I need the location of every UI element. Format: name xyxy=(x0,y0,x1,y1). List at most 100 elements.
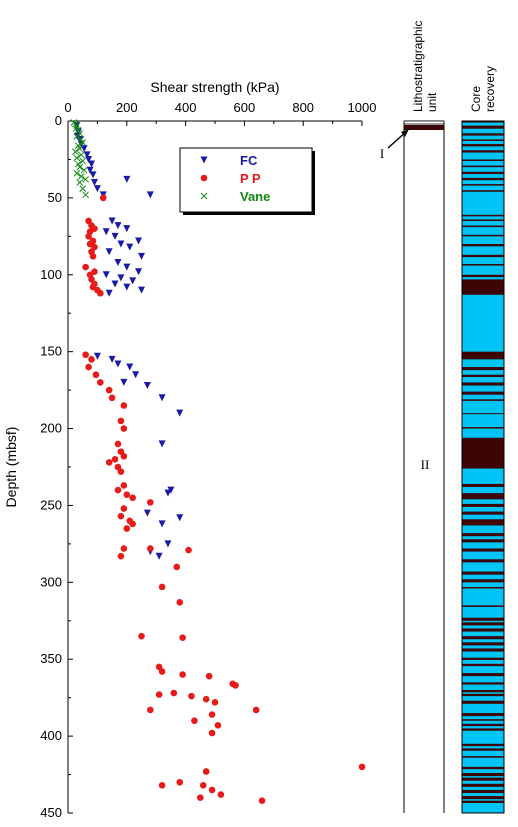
core-recovered-interval xyxy=(462,783,504,787)
core-recovered-interval xyxy=(462,743,504,747)
fc-point xyxy=(90,179,98,187)
pp-point xyxy=(120,545,128,552)
fc-point xyxy=(176,514,184,522)
pp-point xyxy=(123,491,131,498)
pp-point xyxy=(217,791,225,798)
core-recovered-interval xyxy=(462,165,504,168)
pp-point xyxy=(158,782,166,789)
pp-point xyxy=(155,691,163,698)
fc-point xyxy=(120,378,128,386)
pp-point xyxy=(92,371,100,379)
fc-point xyxy=(126,363,134,371)
core-recovered-interval xyxy=(462,503,504,507)
pp-point xyxy=(129,494,136,502)
x-tick-label: 0 xyxy=(64,100,71,115)
y-tick-label: 350 xyxy=(40,651,62,666)
pp-point xyxy=(114,440,122,448)
fc-point xyxy=(158,440,166,448)
pp-point xyxy=(205,672,213,680)
fc-point xyxy=(146,191,154,199)
vane-point xyxy=(80,166,88,174)
fc-point xyxy=(143,509,151,517)
core-recovered-interval xyxy=(462,351,504,360)
fc-point xyxy=(83,151,91,159)
core-recovered-interval xyxy=(462,437,504,469)
core-recovered-interval xyxy=(462,150,504,153)
pp-point xyxy=(120,482,128,489)
legend-marker-vane xyxy=(200,192,208,200)
pp-point xyxy=(170,689,178,697)
pp-point xyxy=(120,505,128,512)
fc-point xyxy=(164,489,172,497)
unit-II-label: II xyxy=(421,457,430,472)
x-tick-label: 600 xyxy=(234,100,256,115)
fc-point xyxy=(102,228,110,236)
fc-point xyxy=(80,145,88,153)
pp-point xyxy=(120,452,128,460)
core-recovered-interval xyxy=(462,673,504,677)
y-tick-label: 150 xyxy=(40,344,62,359)
core-recovered-interval xyxy=(462,622,504,626)
y-tick-label: 50 xyxy=(48,190,62,205)
fc-point xyxy=(123,283,131,291)
core-recovered-interval xyxy=(462,579,504,583)
core-recovered-interval xyxy=(462,159,504,161)
fc-point xyxy=(105,248,113,256)
fc-point xyxy=(132,371,140,379)
fc-point xyxy=(93,185,101,193)
core-title-line1: Core xyxy=(469,86,483,112)
fc-point xyxy=(123,175,131,183)
core-recovered-interval xyxy=(462,427,504,429)
core-recovered-interval xyxy=(462,571,504,575)
litho-title-line2: unit xyxy=(425,92,439,112)
pp-point xyxy=(88,356,95,363)
core-recovered-interval xyxy=(462,121,504,123)
core-recovered-interval xyxy=(462,279,504,295)
y-axis-ticks: 0 50 100 150 200 250 300 350 400 450 xyxy=(40,113,73,820)
y-tick-label: 250 xyxy=(40,497,62,512)
core-recovered-interval xyxy=(462,177,504,181)
fc-point xyxy=(158,520,166,528)
core-recovered-interval xyxy=(462,234,504,237)
pp-point xyxy=(111,456,119,463)
core-recovered-interval xyxy=(462,399,504,401)
pp-point xyxy=(99,194,107,202)
core-recovered-interval xyxy=(462,171,504,175)
pp-point xyxy=(202,768,210,775)
core-title-line2: recovery xyxy=(483,66,497,112)
fc-point xyxy=(86,166,94,174)
fc-point xyxy=(129,277,137,285)
legend-label-vane: Vane xyxy=(240,189,270,204)
core-recovered-interval xyxy=(462,493,504,500)
pp-point xyxy=(208,729,216,737)
vane-point xyxy=(77,151,85,159)
core-recovered-interval xyxy=(462,789,504,794)
core-recovered-interval xyxy=(462,511,504,515)
fc-point xyxy=(176,409,184,417)
fc-point xyxy=(117,240,125,248)
x-axis-ticks: 0 200 400 600 800 1000 xyxy=(64,100,376,126)
core-recovered-interval xyxy=(462,586,504,589)
core-recovered-interval xyxy=(462,219,504,221)
pp-point xyxy=(211,698,219,706)
x-tick-label: 1000 xyxy=(348,100,377,115)
core-recovered-interval xyxy=(462,125,504,129)
core-recovered-interval xyxy=(462,777,504,781)
fc-point xyxy=(105,289,113,297)
core-recovered-interval xyxy=(462,642,504,646)
pp-point xyxy=(197,794,204,801)
pp-point xyxy=(158,583,166,591)
pp-point xyxy=(158,668,166,675)
pp-point xyxy=(97,289,104,297)
unit-I-pointer-arrowhead xyxy=(401,129,409,137)
core-recovered-interval xyxy=(462,693,504,697)
pp-point xyxy=(208,786,216,794)
fc-point xyxy=(126,243,134,251)
pp-point xyxy=(173,563,181,571)
core-recovered-interval xyxy=(462,254,504,258)
legend-label-pp: P P xyxy=(240,171,261,186)
core-recovered-interval xyxy=(462,391,504,395)
core-recovery-bands xyxy=(462,121,504,804)
vane-point xyxy=(82,176,89,183)
